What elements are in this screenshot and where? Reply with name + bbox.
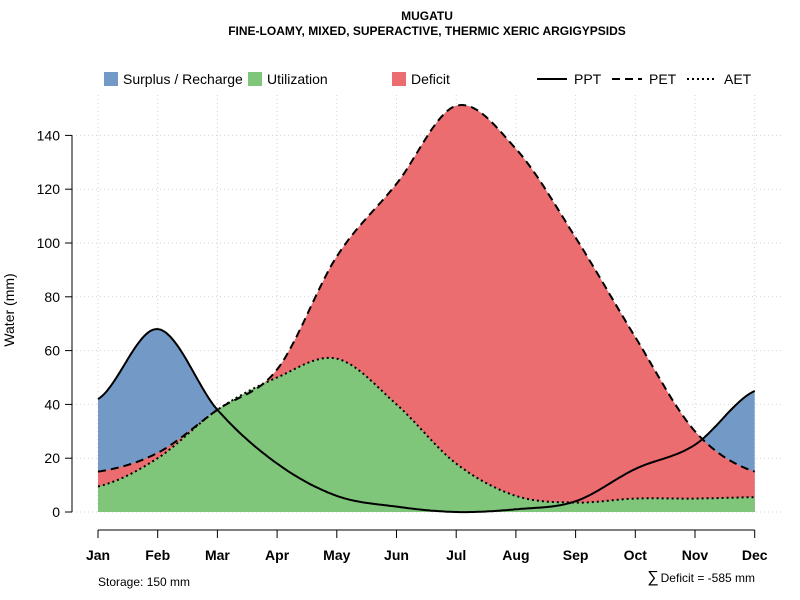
- y-axis: 0 20 40 60 80 100 120 140: [37, 127, 73, 520]
- chart-subtitle: FINE-LOAMY, MIXED, SUPERACTIVE, THERMIC …: [228, 24, 626, 38]
- x-tick-label-may: May: [323, 547, 350, 563]
- area-utilization: [98, 357, 755, 512]
- x-tick-label-oct: Oct: [624, 547, 648, 563]
- x-tick-label-aug: Aug: [502, 547, 529, 563]
- legend-swatch-surplus: [104, 72, 118, 86]
- x-axis: Jan Feb Mar Apr May Jun Jul Aug Sep Oct Nov Dec: [86, 529, 768, 563]
- x-tick-label-apr: Apr: [265, 547, 290, 563]
- legend-label-aet: AET: [724, 71, 752, 87]
- y-tick-label-7: 140: [37, 127, 61, 143]
- x-tick-label-sep: Sep: [563, 547, 589, 563]
- y-tick-label-1: 20: [44, 450, 60, 466]
- x-tick-label-jun: Jun: [384, 547, 409, 563]
- sum-symbol: ∑: [647, 569, 658, 586]
- legend-label-surplus: Surplus / Recharge: [123, 71, 243, 87]
- legend-label-ppt: PPT: [574, 71, 602, 87]
- y-tick-label-4: 80: [44, 289, 60, 305]
- y-tick-label-0: 0: [52, 504, 60, 520]
- y-tick-label-2: 40: [44, 396, 60, 412]
- y-tick-label-3: 60: [44, 343, 60, 359]
- plot-areas: [98, 105, 755, 512]
- y-tick-label-6: 120: [37, 181, 61, 197]
- x-tick-label-jul: Jul: [446, 547, 466, 563]
- series-line-ppt: [97, 328, 756, 514]
- deficit-note: ∑ Deficit = -585 mm: [647, 569, 755, 586]
- deficit-value: Deficit = -585 mm: [661, 571, 755, 585]
- legend: Surplus / Recharge Utilization Deficit P…: [104, 71, 752, 87]
- x-tick-label-dec: Dec: [742, 547, 768, 563]
- legend-label-utilization: Utilization: [267, 71, 328, 87]
- x-tick-label-nov: Nov: [682, 547, 709, 563]
- x-tick-label-mar: Mar: [205, 547, 230, 563]
- legend-swatch-utilization: [248, 72, 262, 86]
- y-axis-title: Water (mm): [1, 273, 17, 346]
- legend-swatch-deficit: [392, 72, 406, 86]
- x-tick-label-jan: Jan: [86, 547, 110, 563]
- chart-title: MUGATU: [401, 9, 453, 23]
- x-tick-label-feb: Feb: [145, 547, 170, 563]
- legend-label-pet: PET: [649, 71, 677, 87]
- legend-label-deficit: Deficit: [411, 71, 450, 87]
- y-tick-label-5: 100: [37, 235, 61, 251]
- series-line-aet: [97, 356, 755, 504]
- plot-lines: [97, 104, 756, 514]
- storage-note: Storage: 150 mm: [98, 575, 190, 589]
